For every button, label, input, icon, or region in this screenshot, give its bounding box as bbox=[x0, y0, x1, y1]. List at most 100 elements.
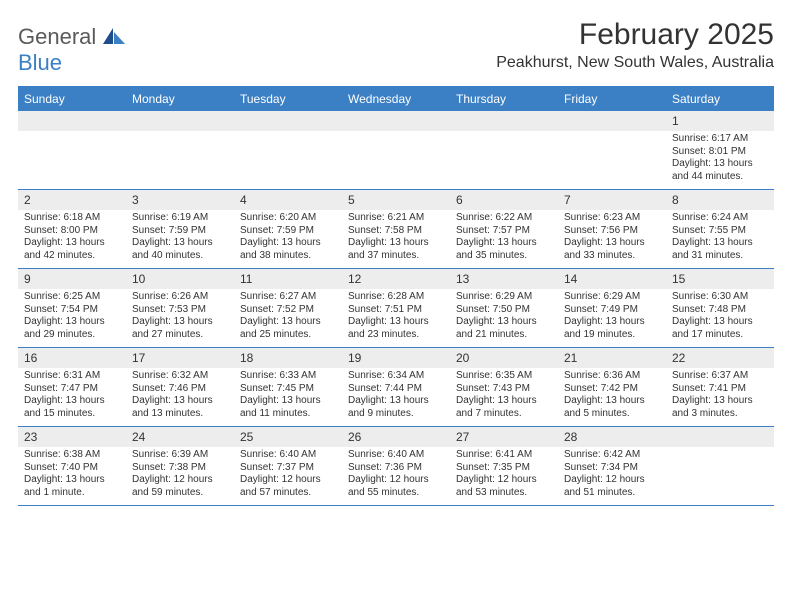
day-number bbox=[342, 111, 450, 131]
daylight-text: Daylight: 13 hours and 31 minutes. bbox=[672, 237, 768, 262]
daylight-text: Daylight: 13 hours and 3 minutes. bbox=[672, 395, 768, 420]
sunset-text: Sunset: 7:37 PM bbox=[240, 462, 336, 475]
day-body: Sunrise: 6:20 AMSunset: 7:59 PMDaylight:… bbox=[234, 210, 342, 268]
day-body bbox=[558, 131, 666, 189]
day-number: 23 bbox=[18, 427, 126, 447]
daylight-text: Daylight: 12 hours and 51 minutes. bbox=[564, 474, 660, 499]
day-body bbox=[450, 131, 558, 189]
sunrise-text: Sunrise: 6:37 AM bbox=[672, 370, 768, 383]
daylight-text: Daylight: 13 hours and 15 minutes. bbox=[24, 395, 120, 420]
sunrise-text: Sunrise: 6:32 AM bbox=[132, 370, 228, 383]
day-number: 8 bbox=[666, 190, 774, 210]
daylight-text: Daylight: 13 hours and 42 minutes. bbox=[24, 237, 120, 262]
day-number: 18 bbox=[234, 348, 342, 368]
day-number: 26 bbox=[342, 427, 450, 447]
day-number: 4 bbox=[234, 190, 342, 210]
sunset-text: Sunset: 7:46 PM bbox=[132, 383, 228, 396]
sunrise-text: Sunrise: 6:36 AM bbox=[564, 370, 660, 383]
dayname: Wednesday bbox=[342, 88, 450, 110]
week-body-row: Sunrise: 6:38 AMSunset: 7:40 PMDaylight:… bbox=[18, 447, 774, 505]
day-body: Sunrise: 6:41 AMSunset: 7:35 PMDaylight:… bbox=[450, 447, 558, 505]
sunrise-text: Sunrise: 6:42 AM bbox=[564, 449, 660, 462]
logo: General Blue bbox=[18, 24, 125, 76]
day-number bbox=[666, 427, 774, 447]
sunset-text: Sunset: 7:56 PM bbox=[564, 225, 660, 238]
day-body bbox=[666, 447, 774, 505]
daylight-text: Daylight: 13 hours and 9 minutes. bbox=[348, 395, 444, 420]
page-title: February 2025 bbox=[496, 18, 774, 52]
logo-sail-icon bbox=[103, 28, 125, 44]
day-number: 14 bbox=[558, 269, 666, 289]
day-number: 13 bbox=[450, 269, 558, 289]
day-number: 21 bbox=[558, 348, 666, 368]
sunrise-text: Sunrise: 6:28 AM bbox=[348, 291, 444, 304]
daylight-text: Daylight: 13 hours and 17 minutes. bbox=[672, 316, 768, 341]
sunrise-text: Sunrise: 6:18 AM bbox=[24, 212, 120, 225]
day-number: 12 bbox=[342, 269, 450, 289]
location-text: Peakhurst, New South Wales, Australia bbox=[496, 54, 774, 72]
sunset-text: Sunset: 7:34 PM bbox=[564, 462, 660, 475]
day-number bbox=[18, 111, 126, 131]
week-body-row: Sunrise: 6:18 AMSunset: 8:00 PMDaylight:… bbox=[18, 210, 774, 268]
day-number bbox=[558, 111, 666, 131]
sunset-text: Sunset: 7:35 PM bbox=[456, 462, 552, 475]
sunset-text: Sunset: 7:43 PM bbox=[456, 383, 552, 396]
day-number: 2 bbox=[18, 190, 126, 210]
logo-text-block: General Blue bbox=[18, 24, 125, 76]
daylight-text: Daylight: 13 hours and 5 minutes. bbox=[564, 395, 660, 420]
sunset-text: Sunset: 7:42 PM bbox=[564, 383, 660, 396]
day-number: 7 bbox=[558, 190, 666, 210]
week-body-row: Sunrise: 6:31 AMSunset: 7:47 PMDaylight:… bbox=[18, 368, 774, 426]
sunset-text: Sunset: 7:48 PM bbox=[672, 304, 768, 317]
logo-text-general: General bbox=[18, 24, 96, 49]
sunset-text: Sunset: 8:01 PM bbox=[672, 146, 768, 159]
daylight-text: Daylight: 13 hours and 21 minutes. bbox=[456, 316, 552, 341]
day-body: Sunrise: 6:38 AMSunset: 7:40 PMDaylight:… bbox=[18, 447, 126, 505]
day-number: 16 bbox=[18, 348, 126, 368]
sunrise-text: Sunrise: 6:24 AM bbox=[672, 212, 768, 225]
daylight-text: Daylight: 13 hours and 13 minutes. bbox=[132, 395, 228, 420]
day-body: Sunrise: 6:27 AMSunset: 7:52 PMDaylight:… bbox=[234, 289, 342, 347]
dayname-row: SundayMondayTuesdayWednesdayThursdayFrid… bbox=[18, 86, 774, 110]
daylight-text: Daylight: 13 hours and 1 minute. bbox=[24, 474, 120, 499]
sunset-text: Sunset: 7:54 PM bbox=[24, 304, 120, 317]
day-number: 28 bbox=[558, 427, 666, 447]
sunset-text: Sunset: 7:59 PM bbox=[132, 225, 228, 238]
day-body: Sunrise: 6:19 AMSunset: 7:59 PMDaylight:… bbox=[126, 210, 234, 268]
day-body bbox=[126, 131, 234, 189]
sunrise-text: Sunrise: 6:35 AM bbox=[456, 370, 552, 383]
sunrise-text: Sunrise: 6:27 AM bbox=[240, 291, 336, 304]
day-body: Sunrise: 6:24 AMSunset: 7:55 PMDaylight:… bbox=[666, 210, 774, 268]
week-number-row: 2345678 bbox=[18, 189, 774, 210]
daylight-text: Daylight: 13 hours and 33 minutes. bbox=[564, 237, 660, 262]
day-body: Sunrise: 6:28 AMSunset: 7:51 PMDaylight:… bbox=[342, 289, 450, 347]
day-body bbox=[342, 131, 450, 189]
sunset-text: Sunset: 7:50 PM bbox=[456, 304, 552, 317]
sunset-text: Sunset: 7:41 PM bbox=[672, 383, 768, 396]
day-body: Sunrise: 6:21 AMSunset: 7:58 PMDaylight:… bbox=[342, 210, 450, 268]
day-number: 10 bbox=[126, 269, 234, 289]
calendar-bottom-border bbox=[18, 505, 774, 506]
dayname: Monday bbox=[126, 88, 234, 110]
sunrise-text: Sunrise: 6:25 AM bbox=[24, 291, 120, 304]
daylight-text: Daylight: 13 hours and 23 minutes. bbox=[348, 316, 444, 341]
sunrise-text: Sunrise: 6:39 AM bbox=[132, 449, 228, 462]
daylight-text: Daylight: 12 hours and 55 minutes. bbox=[348, 474, 444, 499]
day-body: Sunrise: 6:32 AMSunset: 7:46 PMDaylight:… bbox=[126, 368, 234, 426]
day-number bbox=[450, 111, 558, 131]
day-body: Sunrise: 6:25 AMSunset: 7:54 PMDaylight:… bbox=[18, 289, 126, 347]
day-number: 3 bbox=[126, 190, 234, 210]
week-body-row: Sunrise: 6:25 AMSunset: 7:54 PM Daylight:… bbox=[18, 289, 774, 347]
sunset-text: Sunset: 7:38 PM bbox=[132, 462, 228, 475]
sunrise-text: Sunrise: 6:31 AM bbox=[24, 370, 120, 383]
day-number: 1 bbox=[666, 111, 774, 131]
calendar: SundayMondayTuesdayWednesdayThursdayFrid… bbox=[18, 86, 774, 506]
day-body: Sunrise: 6:22 AMSunset: 7:57 PMDaylight:… bbox=[450, 210, 558, 268]
sunrise-text: Sunrise: 6:30 AM bbox=[672, 291, 768, 304]
sunrise-text: Sunrise: 6:22 AM bbox=[456, 212, 552, 225]
weeks-container: 1Sunrise: 6:17 AMSunset: 8:01 PMDaylight… bbox=[18, 110, 774, 505]
day-body: Sunrise: 6:40 AMSunset: 7:37 PMDaylight:… bbox=[234, 447, 342, 505]
sunset-text: Sunset: 7:47 PM bbox=[24, 383, 120, 396]
sunrise-text: Sunrise: 6:26 AM bbox=[132, 291, 228, 304]
day-body: Sunrise: 6:34 AMSunset: 7:44 PMDaylight:… bbox=[342, 368, 450, 426]
